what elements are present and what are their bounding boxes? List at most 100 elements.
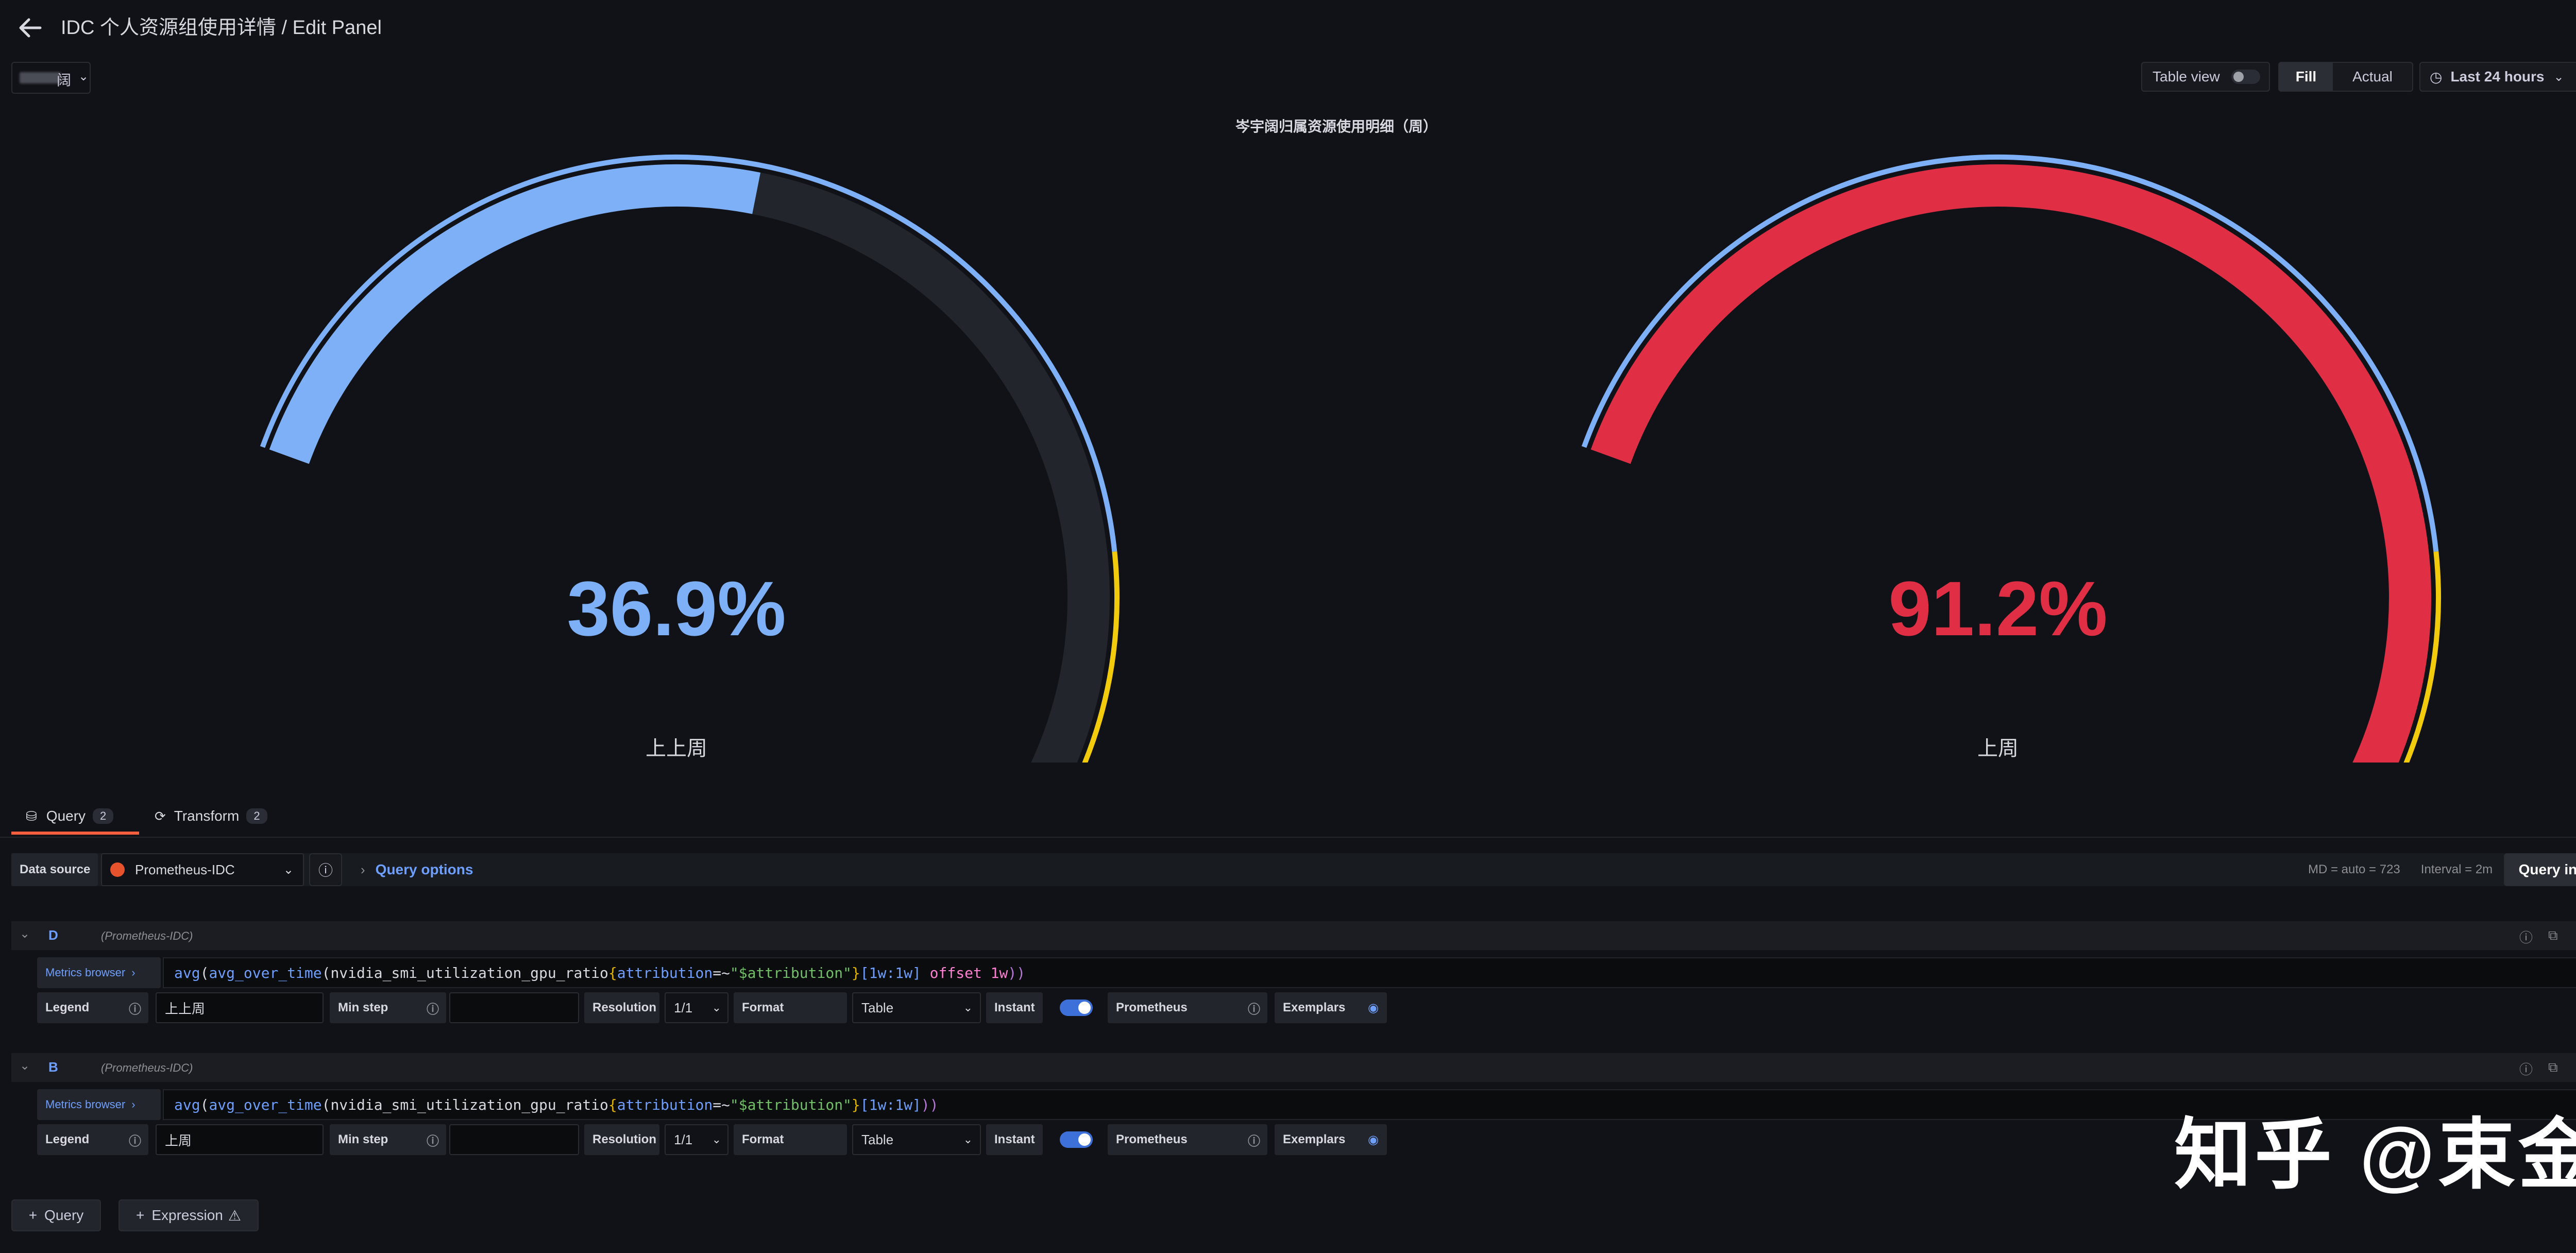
legend-input[interactable]: 上周 — [156, 1124, 324, 1155]
instant-toggle[interactable] — [1060, 1000, 1093, 1016]
query-inspector-button[interactable]: Query inspector — [2504, 853, 2576, 886]
info-icon: ⓘ — [1248, 1002, 1260, 1017]
duplicate-icon[interactable]: ⧉ — [2548, 1059, 2558, 1075]
query-options-toggle[interactable]: › Query options — [350, 853, 2030, 886]
format-label: Format — [734, 1124, 847, 1155]
actual-button[interactable]: Actual — [2352, 69, 2393, 84]
tab-query-count: 2 — [93, 808, 114, 824]
query-options-summary: MD = auto = 723 Interval = 2m — [2308, 853, 2493, 886]
redacted-text — [20, 72, 61, 83]
max-data-points: MD = auto = 723 — [2308, 862, 2400, 876]
resolution-select[interactable]: 1/1 ⌄ — [665, 992, 728, 1023]
chevron-down-icon: ⌄ — [2553, 70, 2564, 84]
database-icon: ⛁ — [26, 808, 37, 824]
query-datasource: (Prometheus-IDC) — [101, 929, 193, 942]
tab-transform-count: 2 — [246, 808, 267, 824]
query-type-label: Prometheus ⓘ — [1108, 992, 1267, 1023]
query-expression: avg(avg_over_time(nvidia_smi_utilization… — [174, 964, 1026, 981]
threshold-arc-yellow — [1082, 551, 1120, 763]
data-source-label: Data source — [11, 853, 98, 886]
tab-transform[interactable]: ⟳ Transform 2 — [155, 801, 267, 832]
plus-icon: + — [28, 1207, 38, 1223]
page-title: IDC 个人资源组使用详情 / Edit Panel — [61, 17, 382, 39]
instant-toggle-wrap — [1048, 1124, 1105, 1155]
info-icon: ⓘ — [129, 1134, 141, 1148]
table-view-toggle[interactable]: Table view — [2141, 62, 2270, 92]
duplicate-icon[interactable]: ⧉ — [2548, 927, 2558, 943]
warning-icon: ⚠ — [228, 1207, 241, 1224]
query-datasource: (Prometheus-IDC) — [101, 1061, 193, 1074]
instant-label: Instant — [986, 1124, 1043, 1155]
instant-toggle-wrap — [1048, 992, 1105, 1023]
fill-button[interactable]: Fill — [2279, 63, 2333, 91]
query-expression: avg(avg_over_time(nvidia_smi_utilization… — [174, 1096, 939, 1113]
help-icon[interactable]: ⓘ — [2519, 1062, 2533, 1077]
format-select[interactable]: Table ⌄ — [852, 1124, 981, 1155]
chevron-down-icon: ⌄ — [78, 70, 89, 83]
table-view-switch[interactable] — [2231, 70, 2260, 84]
tab-query[interactable]: ⛁ Query 2 — [11, 801, 139, 835]
add-expression-button[interactable]: + Expression ⚠ — [118, 1199, 259, 1231]
add-expression-label: Expression — [151, 1207, 223, 1223]
chevron-down-icon[interactable]: ⌄ — [20, 1059, 30, 1073]
help-icon[interactable]: ⓘ — [2519, 930, 2533, 945]
chevron-right-icon: › — [131, 1098, 135, 1111]
gauge-value-1: 36.9% — [567, 565, 786, 652]
exemplars-label: Exemplars ◉ — [1275, 992, 1387, 1023]
prometheus-logo-icon — [110, 862, 125, 877]
chevron-down-icon: ⌄ — [963, 1001, 973, 1014]
gauge-label-2: 上周 — [1977, 737, 2019, 760]
help-circle-icon: ⓘ — [318, 862, 333, 878]
variable-value: 阔 — [57, 72, 72, 88]
query-editor-b[interactable]: avg(avg_over_time(nvidia_smi_utilization… — [163, 1089, 2576, 1120]
chevron-down-icon: ⌄ — [283, 862, 294, 877]
back-arrow-icon[interactable] — [15, 13, 44, 42]
eye-icon[interactable]: ◉ — [1368, 1132, 1379, 1147]
chevron-down-icon[interactable]: ⌄ — [20, 927, 30, 941]
query-editor-d[interactable]: avg(avg_over_time(nvidia_smi_utilization… — [163, 957, 2576, 988]
legend-input[interactable]: 上上周 — [156, 992, 324, 1023]
chevron-right-icon: › — [131, 966, 135, 979]
metrics-browser-button[interactable]: Metrics browser › — [37, 957, 161, 988]
attribution-variable-select[interactable]: 阔 ⌄ — [11, 62, 91, 94]
time-range-picker[interactable]: ◷ Last 24 hours ⌄ — [2419, 62, 2576, 92]
resolution-label: Resolution — [584, 992, 659, 1023]
min-step-label: Min step ⓘ — [330, 1124, 446, 1155]
info-icon: ⓘ — [427, 1134, 439, 1148]
legend-label: Legend ⓘ — [37, 1124, 148, 1155]
min-step-label: Min step ⓘ — [330, 992, 446, 1023]
query-row-header-b[interactable]: ⌄ B (Prometheus-IDC) ⓘ ⧉ ◉ 🗑 ⠿ — [11, 1053, 2576, 1082]
gauge-value-arc — [1590, 164, 2432, 763]
format-select[interactable]: Table ⌄ — [852, 992, 981, 1023]
min-step-input[interactable] — [449, 1124, 579, 1155]
threshold-arc-blue — [260, 155, 1117, 552]
data-source-help-button[interactable]: ⓘ — [309, 853, 342, 886]
tab-query-label: Query — [46, 808, 86, 824]
legend-label: Legend ⓘ — [37, 992, 148, 1023]
resolution-label: Resolution — [584, 1124, 659, 1155]
min-step-input[interactable] — [449, 992, 579, 1023]
watermark: 知乎 @束金 — [2174, 1111, 2576, 1198]
data-source-value: Prometheus-IDC — [135, 861, 235, 877]
metrics-browser-button[interactable]: Metrics browser › — [37, 1089, 161, 1120]
query-options-label: Query options — [375, 861, 473, 877]
format-label: Format — [734, 992, 847, 1023]
resolution-select[interactable]: 1/1 ⌄ — [665, 1124, 728, 1155]
eye-icon[interactable]: ◉ — [1368, 1001, 1379, 1015]
metrics-browser-label: Metrics browser — [45, 966, 126, 979]
exemplars-label: Exemplars ◉ — [1275, 1124, 1387, 1155]
chevron-right-icon: › — [361, 861, 365, 877]
time-range-label: Last 24 hours — [2450, 69, 2545, 84]
instant-toggle[interactable] — [1060, 1131, 1093, 1148]
gauge-label-1: 上上周 — [646, 737, 707, 760]
clock-icon: ◷ — [2430, 69, 2443, 85]
add-query-label: Query — [44, 1207, 84, 1223]
data-source-picker[interactable]: Prometheus-IDC ⌄ — [101, 853, 304, 886]
gauge-value-2: 91.2% — [1888, 565, 2108, 652]
chevron-down-icon: ⌄ — [711, 1133, 721, 1146]
query-letter: D — [48, 927, 58, 943]
add-query-button[interactable]: + Query — [11, 1199, 101, 1231]
threshold-arc-yellow — [2403, 551, 2441, 763]
gauge-value-arc — [269, 164, 761, 464]
query-row-header-d[interactable]: ⌄ D (Prometheus-IDC) ⓘ ⧉ ◉ 🗑 ⠿ — [11, 921, 2576, 950]
